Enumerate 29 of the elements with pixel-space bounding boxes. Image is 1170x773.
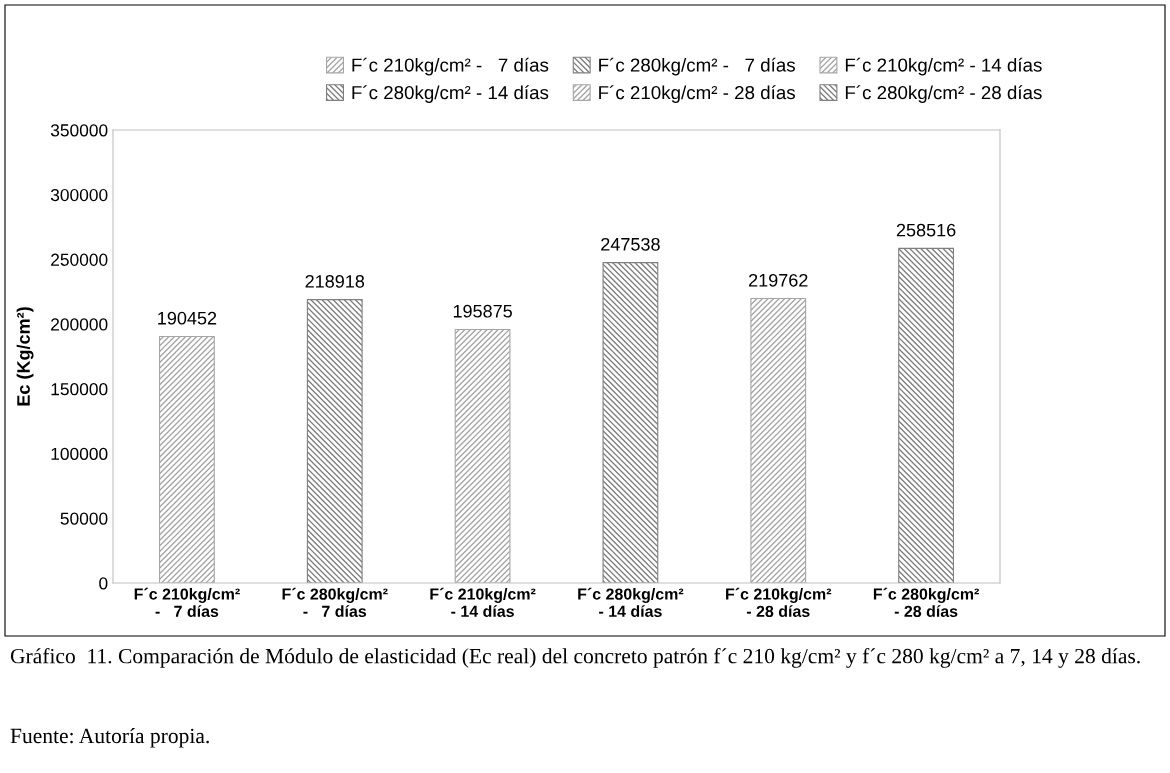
source-note: Fuente: Autoría propia. — [10, 728, 209, 748]
x-tick-label: F´c 210kg/cm² - 7 días — [134, 587, 240, 618]
y-tick-label: 250000 — [51, 253, 108, 266]
legend-label: F´c 210kg/cm² - 14 días — [845, 57, 1042, 76]
legend-label: F´c 280kg/cm² - 28 días — [845, 85, 1042, 103]
y-tick-label: 300000 — [50, 188, 108, 202]
y-tick-label: 350000 — [50, 124, 108, 137]
x-tick-label: F´c 280kg/cm² - 28 días — [873, 587, 980, 618]
data-label: 219762 — [749, 273, 808, 287]
y-tick-label: 200000 — [51, 318, 108, 331]
x-tick-label: F´c 210kg/cm² - 28 días — [726, 587, 832, 618]
data-label: 247538 — [601, 237, 660, 251]
legend-label: F´c 210kg/cm² - 7 días — [352, 57, 549, 76]
x-tick-label: F´c 280kg/cm² - 14 días — [578, 587, 684, 618]
data-label: 195875 — [453, 304, 512, 318]
legend-label: F´c 280kg/cm² - 14 días — [352, 85, 549, 103]
y-tick-label: 50000 — [60, 512, 108, 525]
y-tick-label: 150000 — [51, 383, 108, 396]
data-label: 258516 — [896, 223, 956, 237]
data-label: 218918 — [305, 274, 365, 288]
y-tick-label: 0 — [99, 577, 108, 590]
legend-label: F´c 280kg/cm² - 7 días — [599, 57, 795, 76]
y-tick-label: 100000 — [51, 447, 108, 461]
x-tick-label: F´c 280kg/cm² - 7 días — [282, 587, 388, 618]
data-label: 190452 — [158, 311, 217, 325]
x-tick-label: F´c 210kg/cm² - 14 días — [430, 587, 536, 618]
text: Gráfico 11. Comparación de Módulo de elasticidad (Ec real) del concreto patrón f´c 210 kg/cm² y f´c 280 kg/cm² a 7, 14 y 28 días. — [10, 648, 1140, 668]
legend-label: F´c 210kg/cm² - 28 días — [599, 85, 795, 103]
y-axis-title: Ec (Kg/cm²) — [16, 307, 34, 406]
